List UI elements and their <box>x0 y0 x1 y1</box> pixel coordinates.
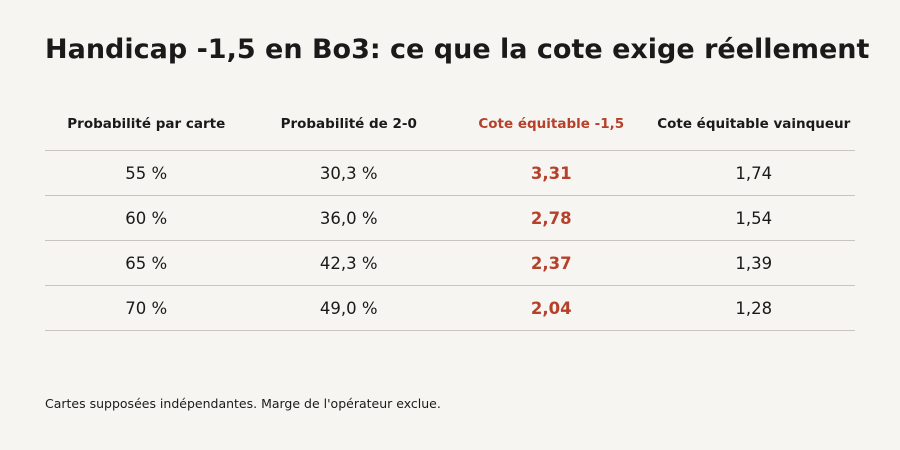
table-row: 55 % 30,3 % 3,31 1,74 <box>45 150 855 196</box>
cell-probability-per-map: 65 % <box>45 240 248 286</box>
cell-fair-odds-handicap: 2,37 <box>450 240 653 286</box>
header-probability-2-0: Probabilité de 2-0 <box>247 98 450 151</box>
cell-fair-odds-handicap: 2,78 <box>450 195 653 241</box>
header-probability-per-map: Probabilité par carte <box>45 98 248 151</box>
cell-probability-per-map: 60 % <box>45 195 248 241</box>
cell-fair-odds-handicap: 2,04 <box>450 285 653 331</box>
table-row: 60 % 36,0 % 2,78 1,54 <box>45 195 855 241</box>
cell-probability-2-0: 49,0 % <box>247 285 450 331</box>
table-header-row: Probabilité par carte Probabilité de 2-0… <box>45 98 855 151</box>
table-row: 65 % 42,3 % 2,37 1,39 <box>45 240 855 286</box>
cell-probability-2-0: 30,3 % <box>247 150 450 196</box>
cell-fair-odds-winner: 1,28 <box>652 285 855 331</box>
footnote: Cartes supposées indépendantes. Marge de… <box>45 396 441 411</box>
header-fair-odds-handicap: Cote équitable -1,5 <box>450 98 653 151</box>
cell-fair-odds-winner: 1,39 <box>652 240 855 286</box>
cell-probability-2-0: 36,0 % <box>247 195 450 241</box>
header-fair-odds-winner: Cote équitable vainqueur <box>652 98 855 151</box>
odds-table: Probabilité par carte Probabilité de 2-0… <box>45 98 855 331</box>
cell-fair-odds-handicap: 3,31 <box>450 150 653 196</box>
table-row: 70 % 49,0 % 2,04 1,28 <box>45 285 855 331</box>
cell-probability-per-map: 70 % <box>45 285 248 331</box>
page-title: Handicap -1,5 en Bo3: ce que la cote exi… <box>45 34 870 65</box>
cell-probability-per-map: 55 % <box>45 150 248 196</box>
cell-probability-2-0: 42,3 % <box>247 240 450 286</box>
cell-fair-odds-winner: 1,74 <box>652 150 855 196</box>
cell-fair-odds-winner: 1,54 <box>652 195 855 241</box>
